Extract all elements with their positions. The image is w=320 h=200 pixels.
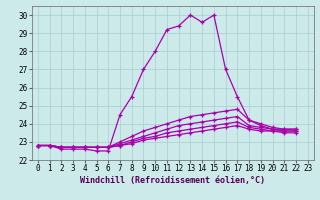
X-axis label: Windchill (Refroidissement éolien,°C): Windchill (Refroidissement éolien,°C) bbox=[80, 176, 265, 185]
